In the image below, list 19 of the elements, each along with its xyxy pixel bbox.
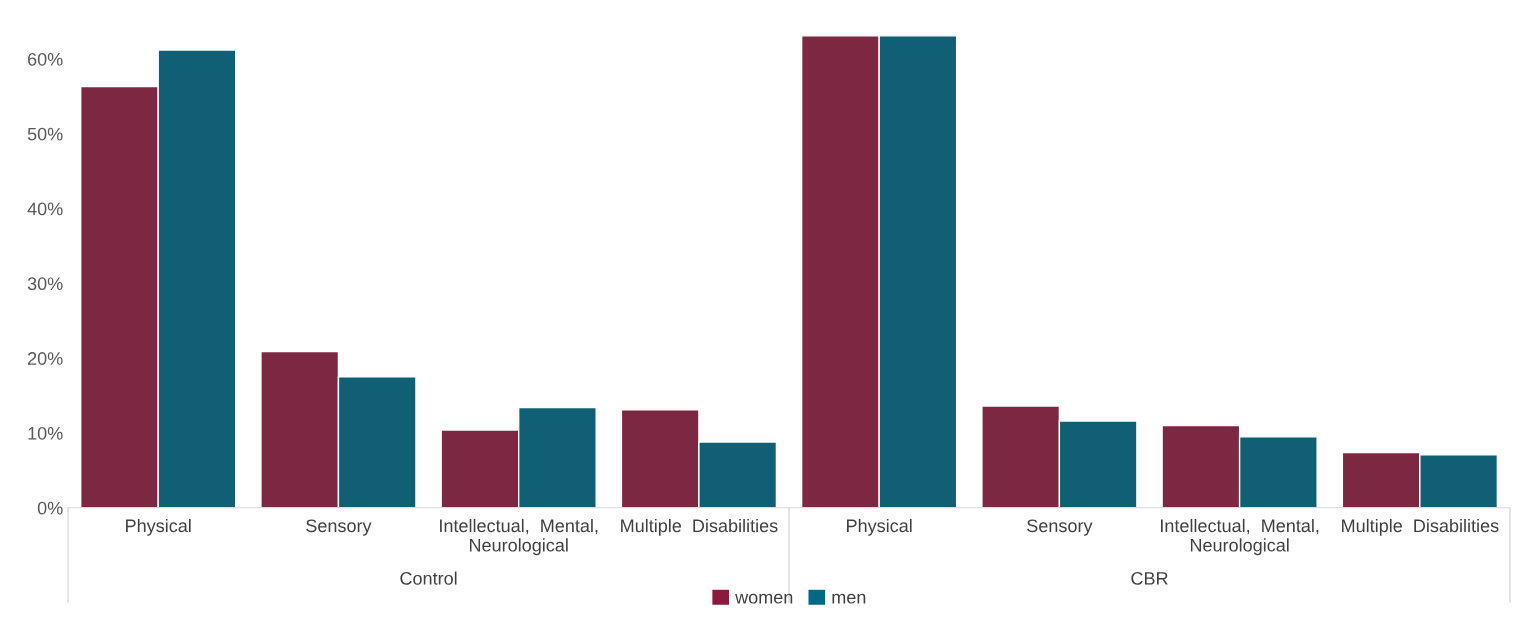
- y-tick-label: 60%: [28, 52, 63, 66]
- x-tick-label: Intellectual, Mental, Neurological: [1161, 518, 1319, 556]
- y-tick-label: 30%: [27, 277, 63, 291]
- legend-label: men: [832, 593, 866, 604]
- x-tick-label: Multiple Disabilities: [621, 518, 778, 536]
- x-tick-label: Sensory: [1027, 519, 1093, 536]
- x-tick-label: Physical: [847, 518, 912, 536]
- y-tick-label: 0%: [37, 501, 63, 515]
- x-tick-label: Multiple Disabilities: [1342, 518, 1499, 536]
- x-tick-label: Sensory: [306, 519, 372, 536]
- legend-label: women: [735, 593, 793, 604]
- text: CBR: [1131, 571, 1168, 585]
- y-tick-label: 50%: [27, 127, 63, 141]
- y-tick-label: 20%: [28, 352, 63, 365]
- x-tick-label: Physical: [126, 518, 191, 536]
- y-tick-label: 40%: [27, 202, 63, 216]
- text: Control: [400, 571, 457, 585]
- y-tick-label: 10%: [28, 426, 63, 440]
- x-tick-label: Intellectual, Mental, Neurological: [440, 518, 598, 556]
